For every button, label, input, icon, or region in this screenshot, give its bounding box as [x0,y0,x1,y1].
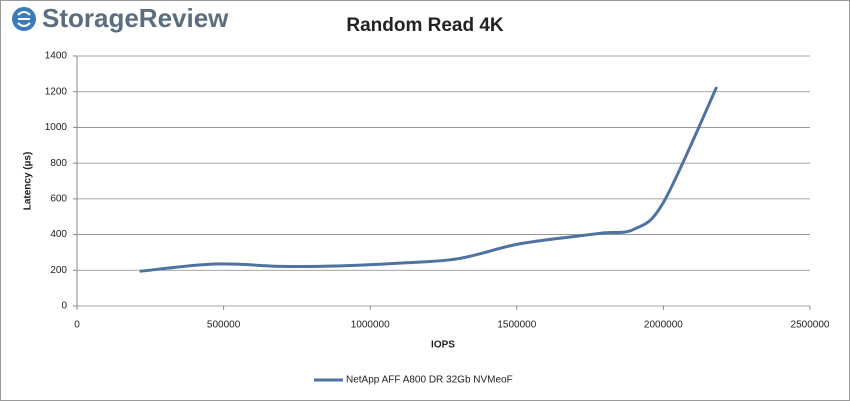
x-tick-label: 2500000 [791,320,830,331]
y-tick-label: 0 [61,301,67,312]
chart-title: Random Read 4K [346,15,504,36]
x-axis-label: IOPS [431,340,455,351]
logo-text: StorageReview [42,3,229,33]
x-tick-label: 1500000 [497,320,536,331]
y-axis-label: Latency (µs) [23,152,34,211]
y-tick-label: 1000 [45,122,68,133]
x-tick-label: 1000000 [351,320,390,331]
y-tick-label: 400 [50,229,67,240]
y-tick-label: 200 [50,265,67,276]
y-tick-label: 1200 [45,86,68,97]
y-tick-label: 800 [50,158,67,169]
y-tick-label: 600 [50,193,67,204]
x-tick-label: 0 [74,320,80,331]
legend-label: NetApp AFF A800 DR 32Gb NVMeoF [346,375,513,386]
x-tick-label: 500000 [207,320,241,331]
x-tick-label: 2000000 [644,320,683,331]
y-tick-label: 1400 [45,51,68,62]
series-line [139,86,718,273]
logo-icon-mark [17,11,31,27]
logo: StorageReview [12,3,229,33]
